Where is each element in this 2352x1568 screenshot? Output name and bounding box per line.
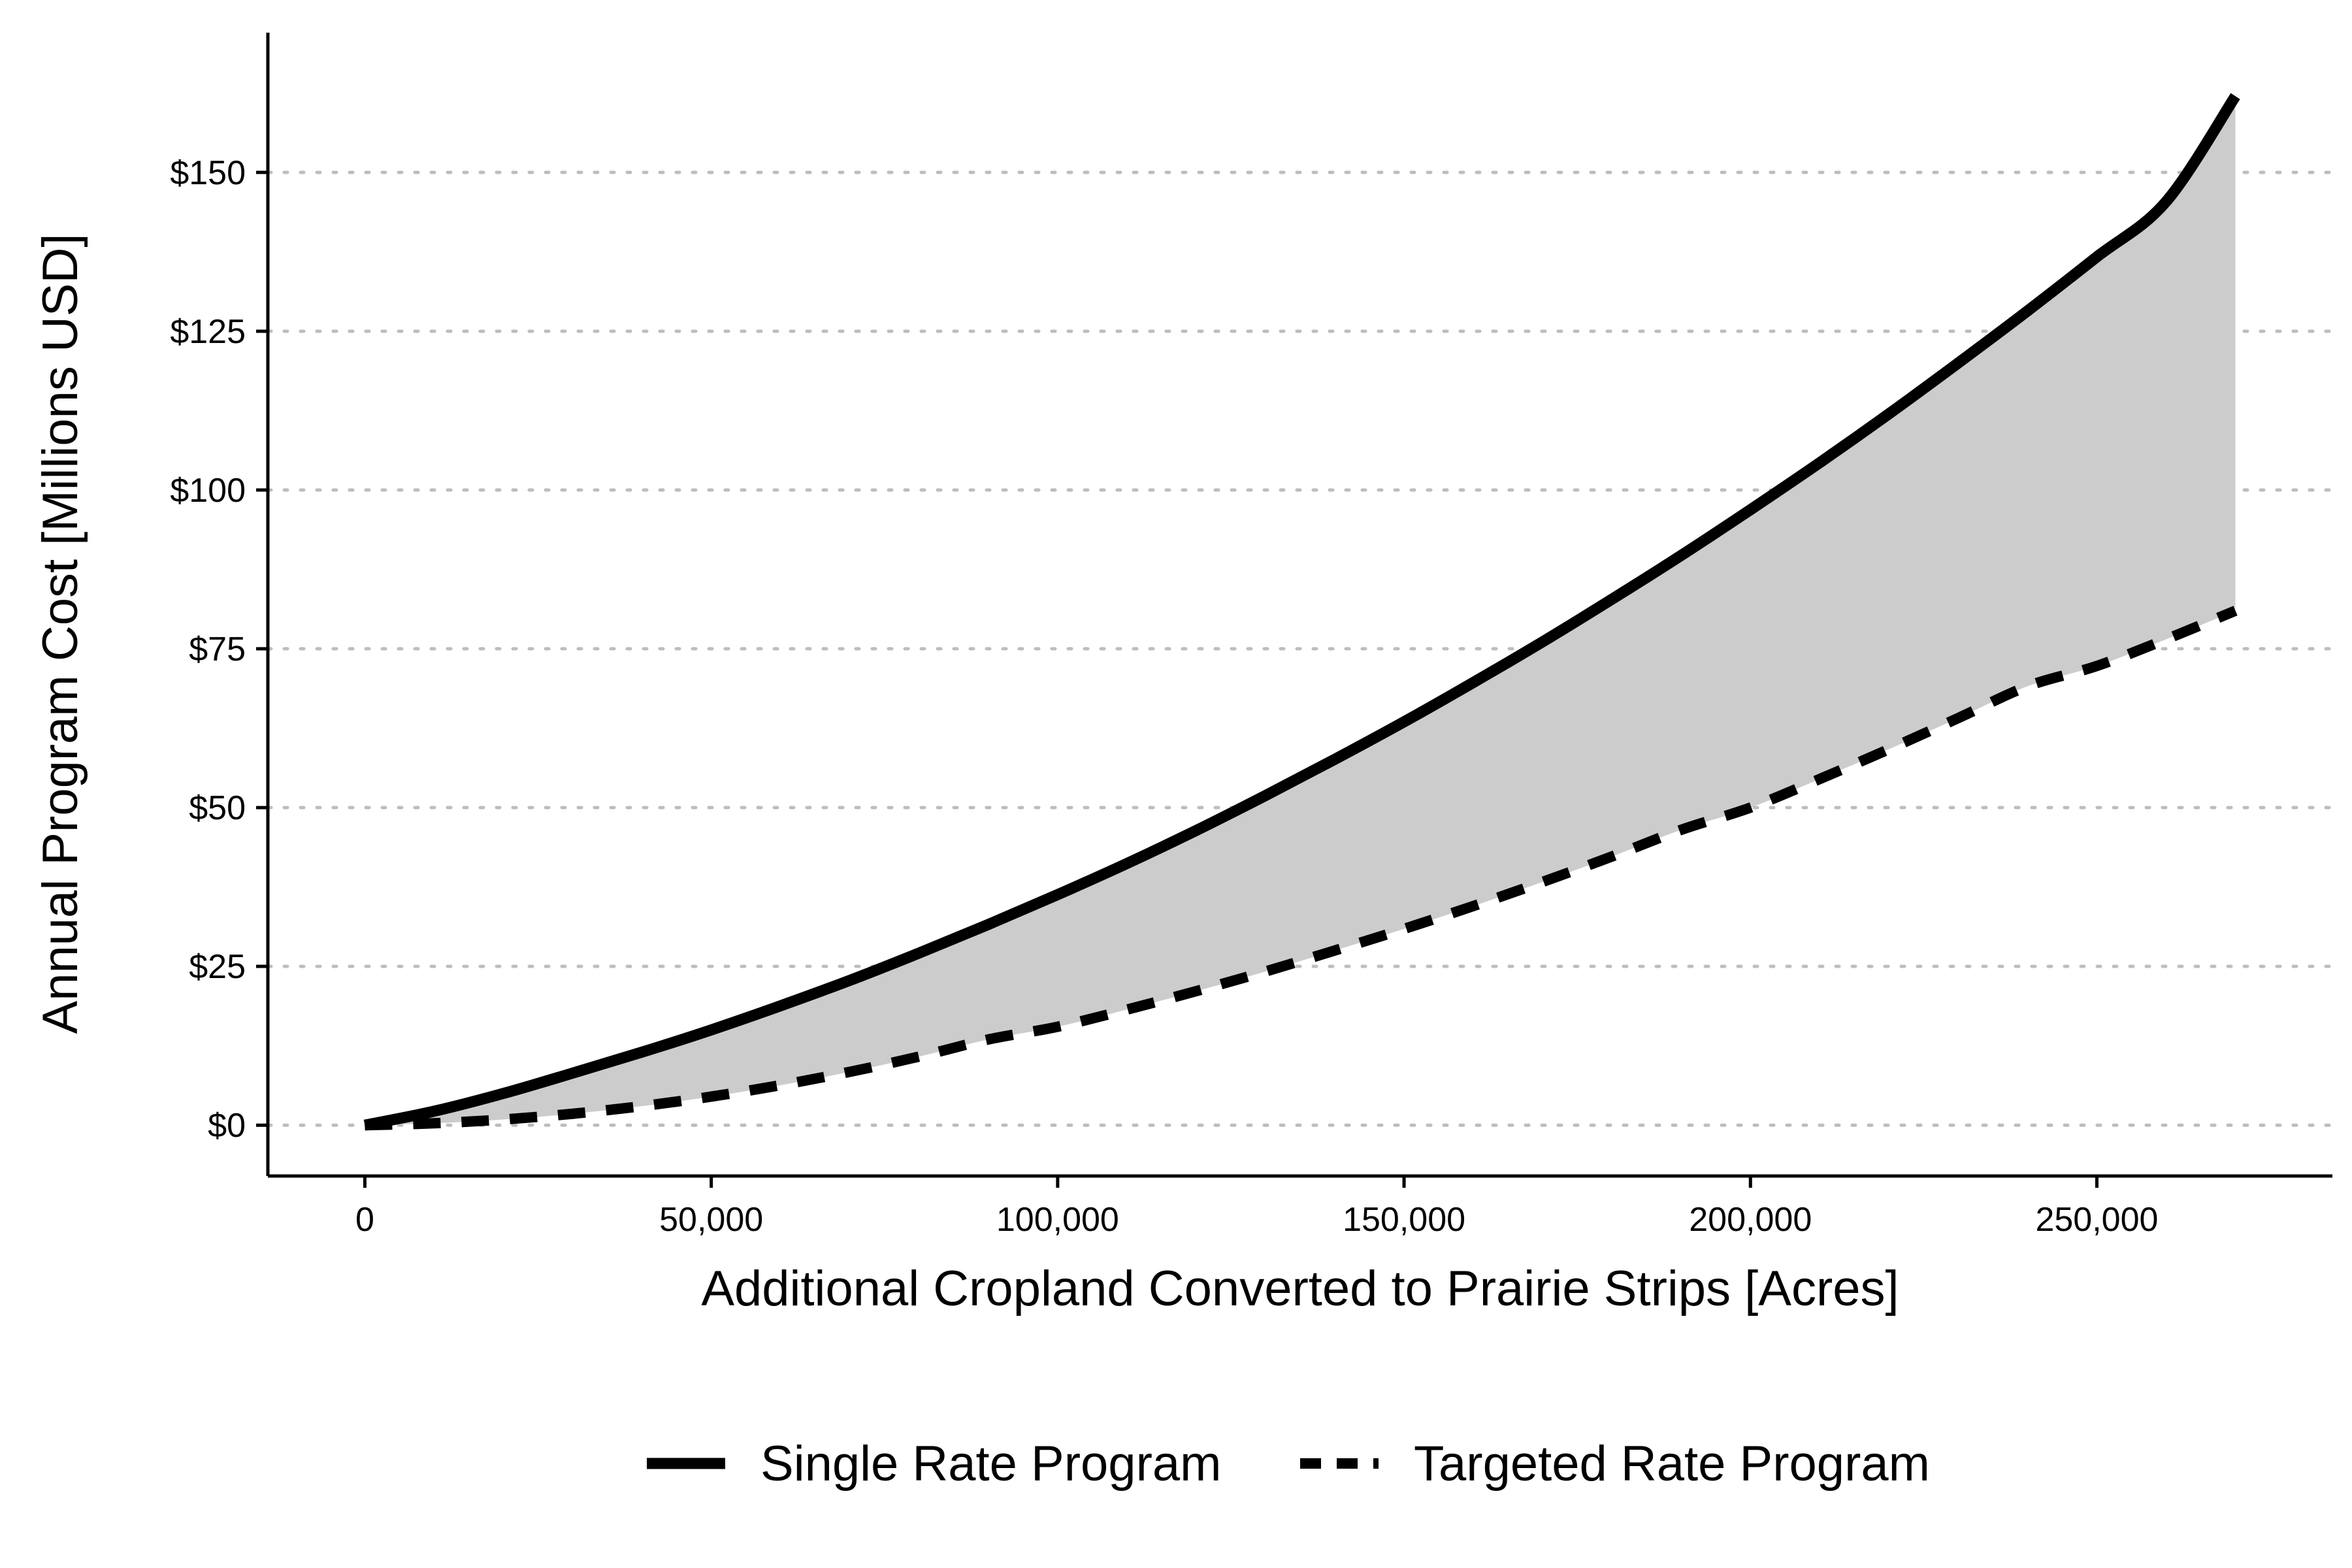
x-axis-title: Additional Cropland Converted to Prairie… xyxy=(701,1261,1899,1316)
y-tick-label: $125 xyxy=(170,313,246,351)
y-tick-label: $0 xyxy=(208,1107,246,1145)
y-axis-title: Annual Program Cost [Millions USD] xyxy=(33,234,88,1034)
y-axis-ticks: $0 $25 $50 $75 $100 $125 $150 xyxy=(170,154,268,1145)
y-tick-label: $25 xyxy=(189,948,246,986)
x-tick-label: 50,000 xyxy=(659,1201,763,1239)
x-tick-label: 0 xyxy=(355,1201,374,1239)
y-tick-label: $150 xyxy=(170,154,246,192)
x-tick-label: 250,000 xyxy=(2035,1201,2158,1239)
x-tick-label: 100,000 xyxy=(996,1201,1119,1239)
legend: Single Rate Program Targeted Rate Progra… xyxy=(647,1436,1930,1492)
x-tick-label: 150,000 xyxy=(1343,1201,1465,1239)
legend-label-single-rate: Single Rate Program xyxy=(760,1436,1221,1492)
y-tick-label: $75 xyxy=(189,630,246,668)
x-axis-ticks: 0 50,000 100,000 150,000 200,000 250,000 xyxy=(355,1176,2158,1239)
y-tick-label: $50 xyxy=(189,789,246,827)
series-line-single-rate xyxy=(363,93,2240,1131)
legend-label-targeted-rate: Targeted Rate Program xyxy=(1414,1436,1930,1492)
y-tick-label: $100 xyxy=(170,472,246,510)
series-line-targeted-rate xyxy=(365,606,2238,1131)
series-lines xyxy=(363,93,2240,1131)
shaded-cost-gap xyxy=(365,96,2236,1126)
x-tick-label: 200,000 xyxy=(1689,1201,1812,1239)
